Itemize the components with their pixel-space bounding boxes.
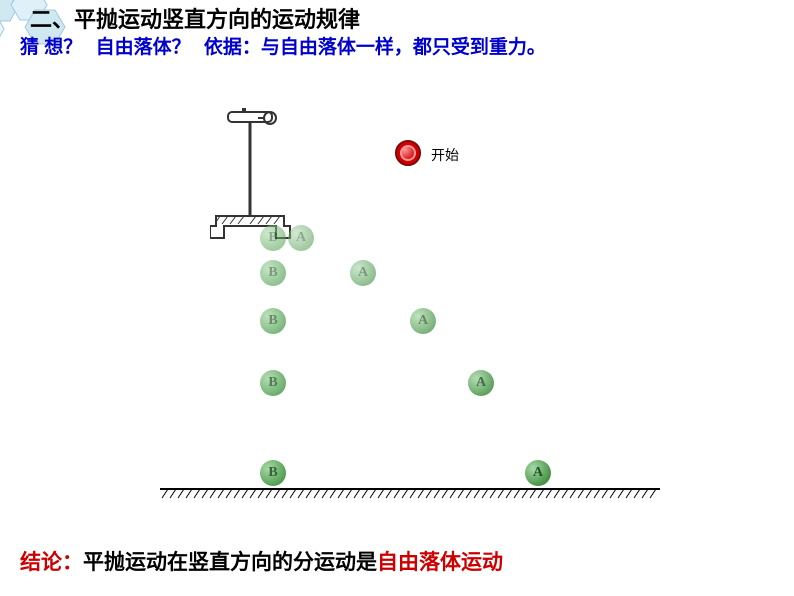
- ball-B: B: [260, 370, 286, 396]
- ball-B: B: [260, 260, 286, 286]
- basis-label: 依据：与自由落体一样，都只受到重力。: [204, 37, 546, 58]
- conclusion-text: 结论：平抛运动在竖直方向的分运动是自由落体运动: [20, 546, 503, 576]
- start-button[interactable]: [395, 140, 421, 166]
- title-text: 二、平抛运动竖直方向的运动规律: [30, 7, 360, 32]
- ground-line: [160, 488, 660, 500]
- ball-A: A: [468, 370, 494, 396]
- start-label: 开始: [431, 145, 459, 165]
- guess-label: 猜 想？: [20, 37, 82, 58]
- ball-A: A: [288, 225, 314, 251]
- ball-B: B: [260, 460, 286, 486]
- subtitle-line: 猜 想？ 自由落体？ 依据：与自由落体一样，都只受到重力。: [20, 32, 546, 59]
- conclusion-suffix: 自由落体运动: [377, 551, 503, 574]
- conclusion-middle: 平抛运动在竖直方向的分运动是: [83, 551, 377, 574]
- ball-B: B: [260, 308, 286, 334]
- experiment-diagram: 开始 BBBBBAAAAA: [120, 90, 680, 510]
- ball-A: A: [410, 308, 436, 334]
- section-title: 二、平抛运动竖直方向的运动规律: [30, 2, 360, 34]
- conclusion-prefix: 结论：: [20, 551, 83, 574]
- ball-A: A: [525, 460, 551, 486]
- ball-B: B: [260, 225, 286, 251]
- ball-A: A: [350, 260, 376, 286]
- freefall-label: 自由落体？: [96, 37, 191, 58]
